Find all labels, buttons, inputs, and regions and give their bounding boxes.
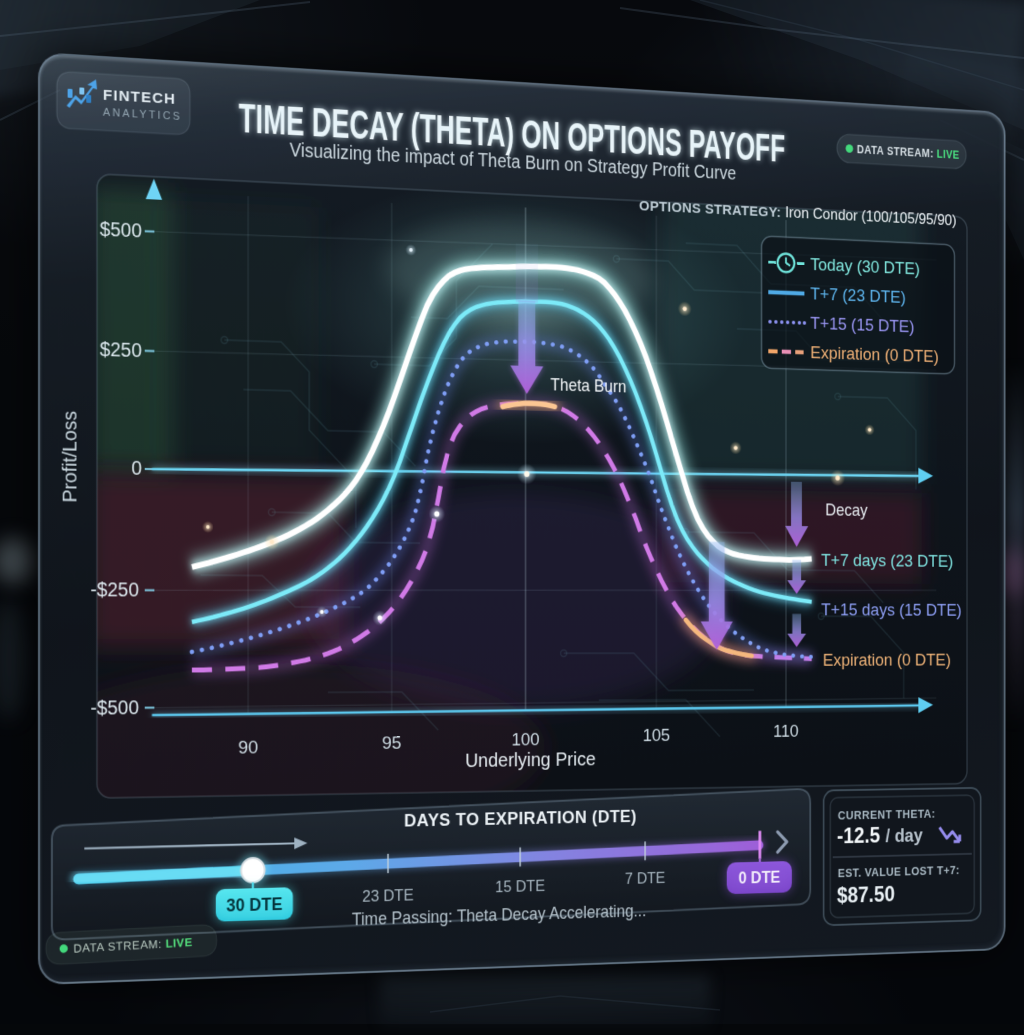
svg-text:-$500: -$500	[90, 697, 139, 719]
svg-text:23 DTE: 23 DTE	[362, 886, 413, 905]
svg-text:95: 95	[382, 734, 401, 755]
svg-text:T+7 days (23 DTE): T+7 days (23 DTE)	[821, 551, 953, 571]
svg-text:-$250: -$250	[90, 579, 139, 601]
svg-text:T+7 (23 DTE): T+7 (23 DTE)	[810, 285, 905, 308]
svg-text:Profit/Loss: Profit/Loss	[60, 411, 82, 503]
svg-text:$87.50: $87.50	[837, 882, 895, 908]
svg-text:Decay: Decay	[825, 501, 867, 520]
svg-text:0 DTE: 0 DTE	[738, 868, 780, 888]
svg-text:15 DTE: 15 DTE	[495, 878, 545, 897]
svg-text:100: 100	[511, 730, 539, 750]
svg-text:T+15 (15 DTE): T+15 (15 DTE)	[810, 314, 914, 337]
svg-text:CURRENT THETA:: CURRENT THETA:	[838, 807, 936, 823]
svg-text:$250: $250	[100, 339, 142, 362]
svg-text:$500: $500	[100, 219, 142, 243]
svg-text:Expiration (0 DTE): Expiration (0 DTE)	[810, 344, 939, 367]
svg-text:Underlying Price: Underlying Price	[465, 749, 596, 772]
svg-text:30 DTE: 30 DTE	[226, 894, 282, 915]
svg-text:0: 0	[131, 458, 142, 480]
svg-text:110: 110	[773, 722, 798, 742]
svg-text:90: 90	[238, 738, 258, 759]
svg-text:7 DTE: 7 DTE	[625, 870, 666, 888]
svg-text:T+15 days (15 DTE): T+15 days (15 DTE)	[821, 601, 962, 621]
svg-text:Theta Burn: Theta Burn	[550, 375, 626, 396]
svg-text:-12.5 / day: -12.5 / day	[837, 822, 923, 848]
svg-text:Expiration (0 DTE): Expiration (0 DTE)	[823, 651, 951, 670]
svg-text:105: 105	[643, 726, 670, 746]
